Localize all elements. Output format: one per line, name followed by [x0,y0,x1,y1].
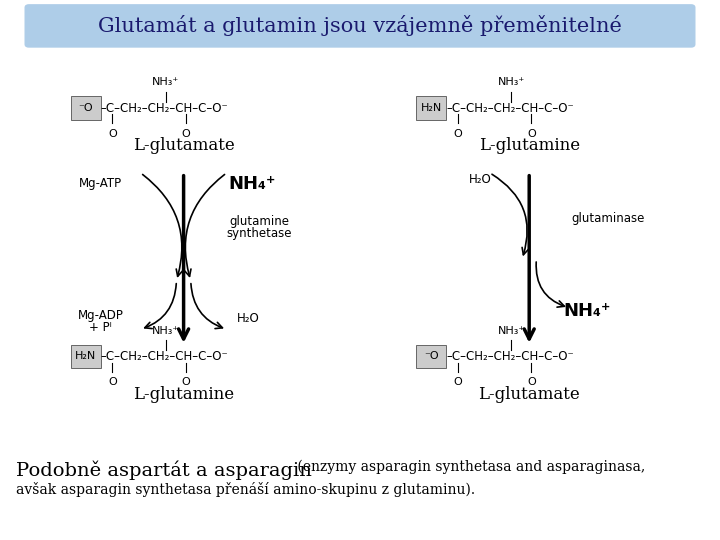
Text: –C–CH₂–CH₂–CH–C–O⁻: –C–CH₂–CH₂–CH–C–O⁻ [101,102,228,114]
FancyBboxPatch shape [71,345,101,368]
FancyBboxPatch shape [25,5,695,47]
Text: synthetase: synthetase [227,227,292,240]
Text: glutamine: glutamine [229,215,289,228]
Text: O: O [108,377,117,387]
Text: ⁻O: ⁻O [424,352,438,361]
Text: –C–CH₂–CH₂–CH–C–O⁻: –C–CH₂–CH₂–CH–C–O⁻ [446,350,574,363]
Text: H₂N: H₂N [75,352,96,361]
Text: L-glutamate: L-glutamate [132,137,235,154]
Text: O: O [527,377,536,387]
Text: L-glutamine: L-glutamine [133,386,234,403]
Text: O: O [181,377,190,387]
Text: NH₃⁺: NH₃⁺ [152,77,179,87]
FancyBboxPatch shape [71,96,101,120]
Text: O: O [454,129,462,139]
Text: L-glutamate: L-glutamate [478,386,580,403]
Text: O: O [527,129,536,139]
Text: H₂O: H₂O [237,312,260,325]
Text: + Pᴵ: + Pᴵ [89,321,112,334]
Text: Glutamát a glutamin jsou vzájemně přeměnitelné: Glutamát a glutamin jsou vzájemně přeměn… [98,16,622,36]
Text: Mg-ATP: Mg-ATP [79,177,122,190]
Text: glutaminase: glutaminase [572,212,645,225]
Text: O: O [454,377,462,387]
Text: Mg-ADP: Mg-ADP [78,309,124,322]
FancyBboxPatch shape [416,345,446,368]
FancyBboxPatch shape [416,96,446,120]
Text: O: O [108,129,117,139]
Text: Podobně aspartát a asparagin: Podobně aspartát a asparagin [16,460,312,480]
Text: NH₃⁺: NH₃⁺ [498,326,525,336]
Text: L-glutamine: L-glutamine [479,137,580,154]
Text: avšak asparagin synthetasa přenáší amino-skupinu z glutaminu).: avšak asparagin synthetasa přenáší amino… [16,482,475,497]
Text: –C–CH₂–CH₂–CH–C–O⁻: –C–CH₂–CH₂–CH–C–O⁻ [101,350,228,363]
Text: NH₄⁺: NH₄⁺ [563,301,611,320]
Text: ⁻O: ⁻O [78,103,93,113]
Text: NH₃⁺: NH₃⁺ [152,326,179,336]
Text: NH₃⁺: NH₃⁺ [498,77,525,87]
Text: H₂N: H₂N [420,103,442,113]
Text: (enzymy asparagin synthetasa and asparaginasa,: (enzymy asparagin synthetasa and asparag… [293,460,645,475]
Text: NH₄⁺: NH₄⁺ [228,174,276,193]
Text: O: O [181,129,190,139]
Text: –C–CH₂–CH₂–CH–C–O⁻: –C–CH₂–CH₂–CH–C–O⁻ [446,102,574,114]
Text: H₂O: H₂O [469,173,492,186]
